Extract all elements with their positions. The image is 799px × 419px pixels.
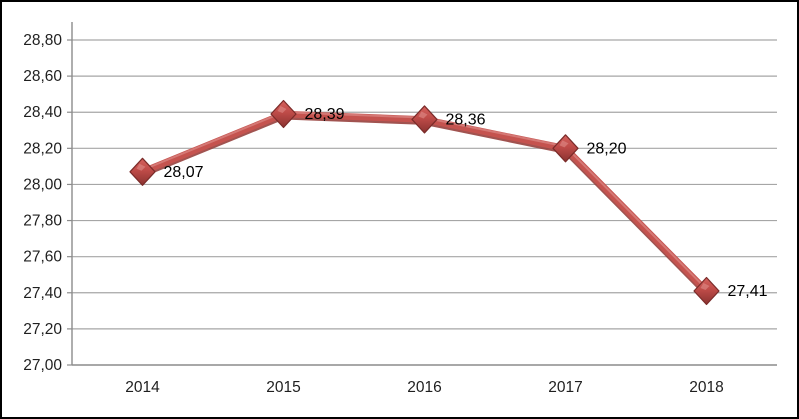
data-point-label: 28,20 bbox=[587, 140, 627, 157]
y-axis-tick-label: 28,60 bbox=[23, 68, 62, 85]
y-axis-tick-label: 27,00 bbox=[23, 357, 62, 374]
y-axis-tick-label: 27,80 bbox=[23, 213, 62, 230]
data-point-marker-highlight bbox=[559, 140, 569, 148]
data-point-marker bbox=[693, 276, 720, 306]
y-axis-tick-label: 28,40 bbox=[23, 104, 62, 121]
data-point-marker-highlight bbox=[700, 282, 710, 290]
y-axis-tick-label: 27,20 bbox=[23, 321, 62, 338]
y-axis-tick-label: 28,20 bbox=[23, 140, 62, 157]
data-point-label: 28,39 bbox=[305, 106, 345, 123]
y-axis-tick-label: 28,80 bbox=[23, 32, 62, 49]
data-point-label: 27,41 bbox=[728, 283, 768, 300]
data-point-marker-highlight bbox=[136, 163, 146, 171]
data-point-label: 28,36 bbox=[446, 111, 486, 128]
x-axis-tick-label: 2018 bbox=[689, 379, 723, 396]
data-point-marker bbox=[411, 105, 438, 134]
y-axis-tick-label: 27,40 bbox=[23, 285, 62, 302]
data-point-marker-highlight bbox=[277, 106, 287, 114]
y-axis-tick-label: 27,60 bbox=[23, 249, 62, 266]
x-axis-tick-label: 2016 bbox=[407, 379, 441, 396]
x-axis-tick-label: 2015 bbox=[266, 379, 300, 396]
data-point-marker-highlight bbox=[418, 111, 428, 119]
data-point-label: 28,07 bbox=[164, 164, 204, 181]
data-point-marker bbox=[129, 157, 156, 186]
data-point-marker bbox=[552, 134, 579, 163]
x-axis-tick-label: 2014 bbox=[125, 379, 160, 396]
data-point-marker bbox=[270, 99, 297, 129]
y-axis-tick-label: 28,00 bbox=[23, 176, 62, 193]
x-axis-tick-label: 2017 bbox=[548, 379, 582, 396]
